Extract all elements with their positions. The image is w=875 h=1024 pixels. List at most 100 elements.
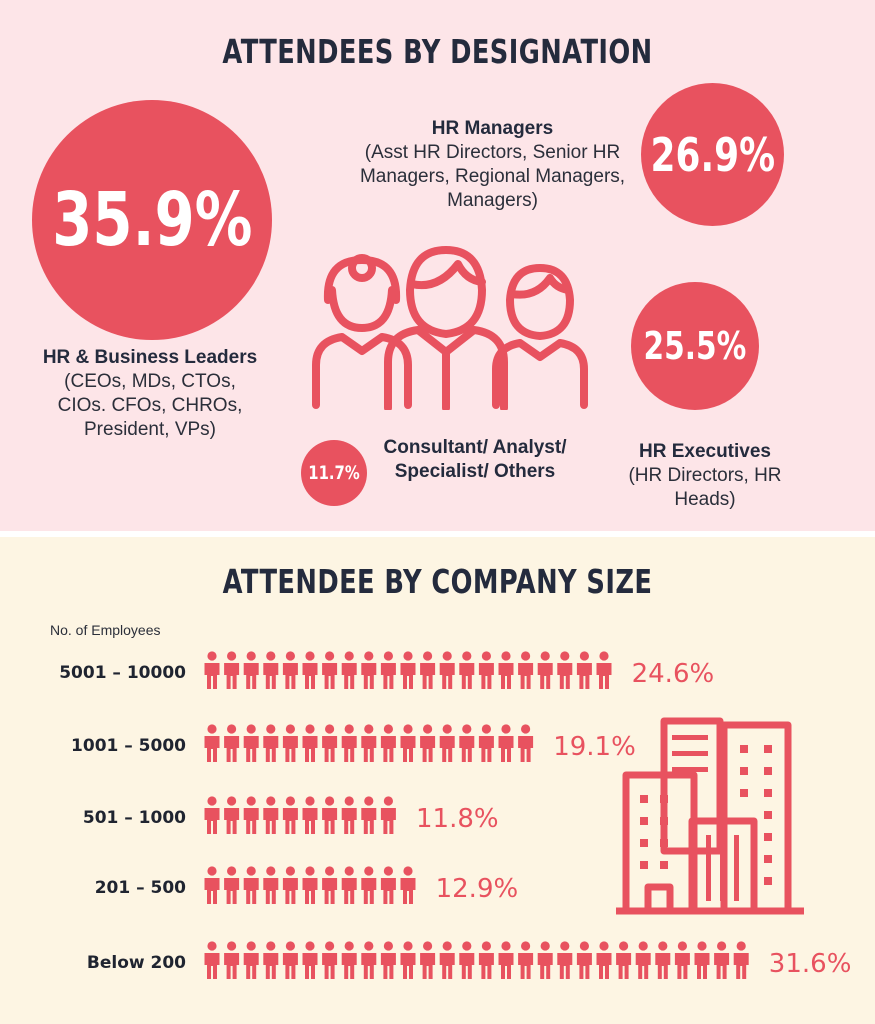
person-icon [341, 866, 357, 904]
person-icon [635, 941, 651, 979]
person-icon [596, 651, 612, 689]
executives-percent: 25.5% [643, 324, 747, 368]
person-icon [361, 941, 377, 979]
person-icon [224, 941, 240, 979]
person-icon [204, 724, 220, 762]
company-size-panel [0, 537, 875, 1024]
person-icon [204, 866, 220, 904]
consultants-percent-circle: 11.7% [301, 440, 367, 506]
person-icon [557, 941, 573, 979]
person-icon [576, 941, 592, 979]
person-icon [361, 651, 377, 689]
person-icon [302, 866, 318, 904]
person-icon [243, 651, 259, 689]
row-label: 5001 – 10000 [59, 663, 186, 683]
executives-percent-circle: 25.5% [631, 282, 759, 410]
person-icon [243, 724, 259, 762]
person-icon [714, 941, 730, 979]
person-icon [302, 796, 318, 834]
person-icon [263, 796, 279, 834]
person-icon [224, 796, 240, 834]
person-icon [243, 796, 259, 834]
person-icon [478, 941, 494, 979]
person-icon [341, 796, 357, 834]
person-icon [674, 941, 690, 979]
person-icon [361, 724, 377, 762]
person-icon [420, 651, 436, 689]
person-icon [459, 724, 475, 762]
person-icon [518, 651, 534, 689]
person-icon [282, 866, 298, 904]
person-icon [204, 796, 220, 834]
buildings-icon [616, 717, 804, 915]
leaders-label: HR & Business Leaders (CEOs, MDs, CTOs, … [40, 346, 260, 442]
person-icon [243, 941, 259, 979]
managers-title: HR Managers [431, 118, 554, 139]
consultants-percent: 11.7% [308, 462, 360, 484]
person-icon [282, 796, 298, 834]
person-icon [400, 866, 416, 904]
row-percent: 12.9% [436, 874, 519, 904]
leaders-title: HR & Business Leaders [42, 347, 258, 368]
row-percent: 24.6% [632, 659, 715, 689]
managers-subtitle: (Asst HR Directors, Senior HR Managers, … [359, 142, 626, 211]
person-icon [400, 651, 416, 689]
person-icon [282, 651, 298, 689]
person-icon [616, 941, 632, 979]
person-icon [263, 724, 279, 762]
person-icon [439, 724, 455, 762]
person-icon [439, 941, 455, 979]
row-percent: 19.1% [553, 732, 636, 762]
person-icon [498, 941, 514, 979]
leaders-percent: 35.9% [51, 177, 253, 263]
person-icon [694, 941, 710, 979]
row-label: 501 – 1000 [83, 808, 186, 828]
leaders-percent-circle: 35.9% [32, 100, 272, 340]
row-label: 1001 – 5000 [71, 736, 186, 756]
person-icon [733, 941, 749, 979]
row-label: 201 – 500 [95, 878, 186, 898]
person-icon [263, 651, 279, 689]
person-icon [263, 866, 279, 904]
person-icon [322, 941, 338, 979]
designation-heading: ATTENDEES BY DESIGNATION [222, 32, 653, 71]
person-icon [380, 724, 396, 762]
person-icon [224, 651, 240, 689]
person-icon [341, 724, 357, 762]
person-icon [322, 866, 338, 904]
person-icon [282, 941, 298, 979]
managers-percent: 26.9% [650, 127, 775, 182]
people-group-icon [312, 246, 588, 410]
person-icon [498, 651, 514, 689]
person-icon [655, 941, 671, 979]
person-icon [420, 724, 436, 762]
person-icon [576, 651, 592, 689]
row-label: Below 200 [87, 953, 186, 973]
person-icon [322, 796, 338, 834]
person-icon [557, 651, 573, 689]
person-icon [224, 866, 240, 904]
person-icon [322, 724, 338, 762]
person-icon [302, 724, 318, 762]
person-icon [518, 941, 534, 979]
person-icon [380, 796, 396, 834]
executives-label: HR Executives (HR Directors, HR Heads) [615, 440, 795, 512]
company-size-heading: ATTENDEE BY COMPANY SIZE [222, 562, 653, 601]
executives-subtitle: (HR Directors, HR Heads) [628, 465, 782, 510]
person-icon [302, 941, 318, 979]
person-icon [537, 941, 553, 979]
person-icon [478, 724, 494, 762]
person-icon [224, 724, 240, 762]
person-icon [380, 866, 396, 904]
leaders-subtitle: (CEOs, MDs, CTOs, CIOs. CFOs, CHROs, Pre… [57, 371, 243, 440]
person-icon [282, 724, 298, 762]
person-icon [380, 941, 396, 979]
person-icon [478, 651, 494, 689]
person-icon [537, 651, 553, 689]
managers-percent-circle: 26.9% [641, 83, 784, 226]
person-icon [380, 651, 396, 689]
person-icon [518, 724, 534, 762]
person-icon [204, 651, 220, 689]
person-icon [341, 941, 357, 979]
